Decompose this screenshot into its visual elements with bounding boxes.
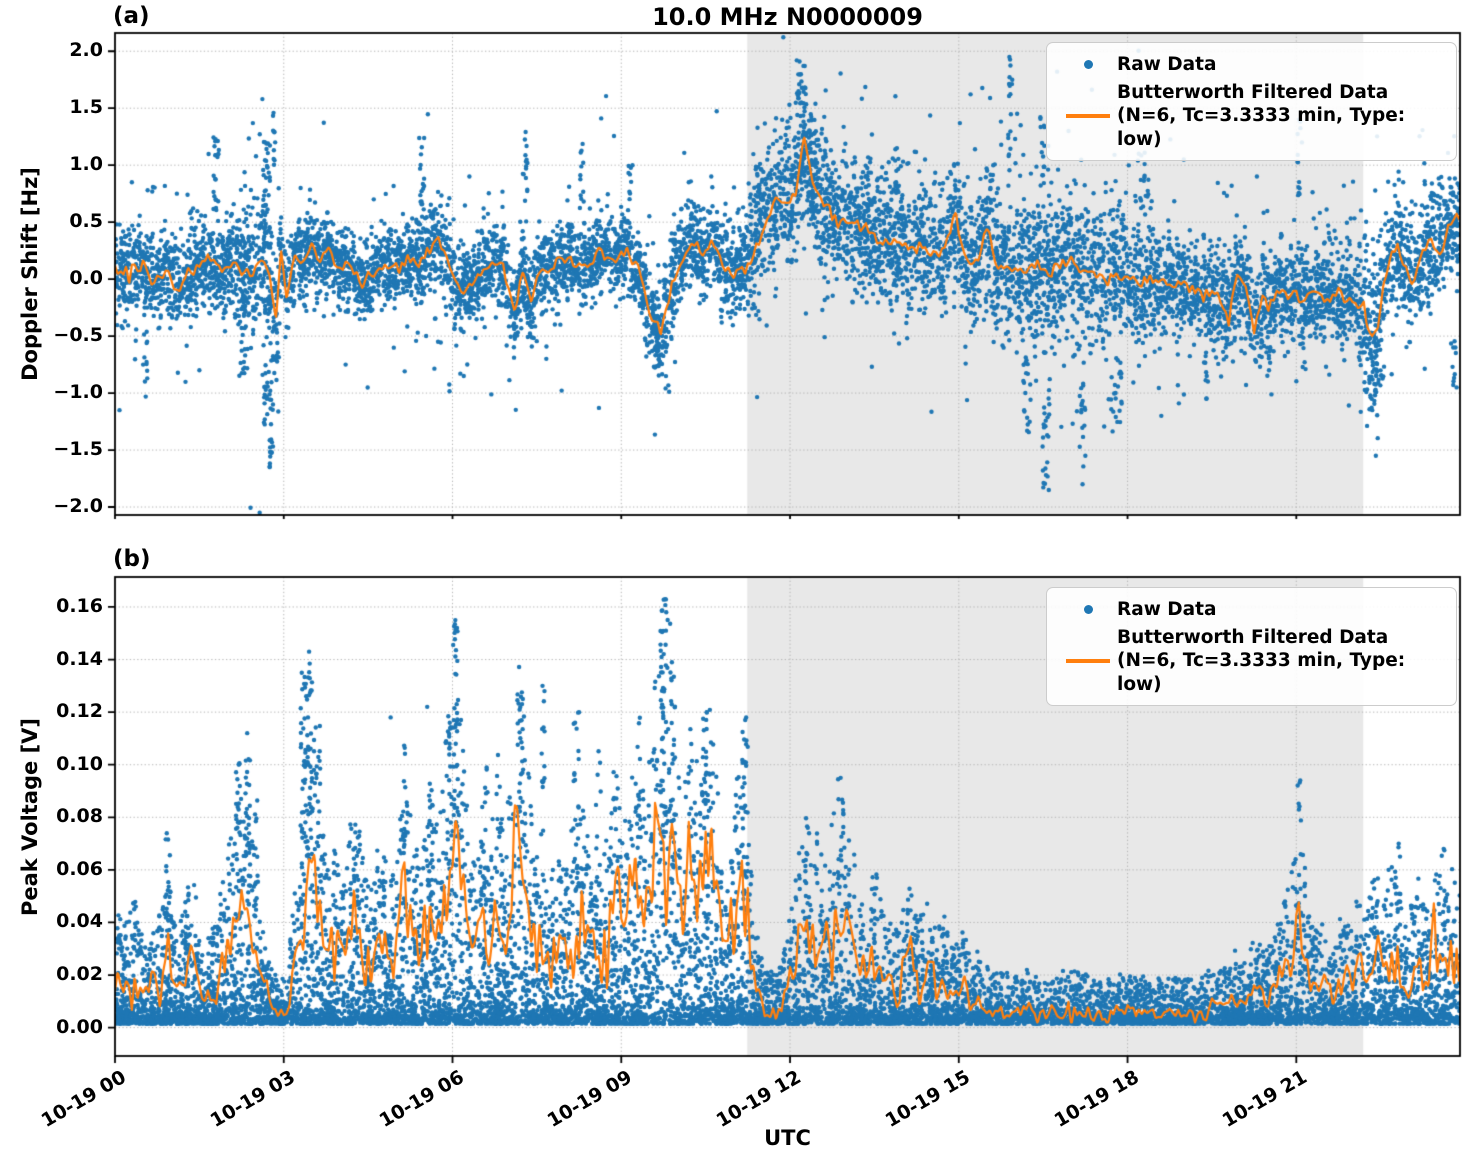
legend-filtered-label-line2: (N=6, Tc=3.3333 min, Type: low) [1117,105,1406,151]
legend-raw-row: Raw Data [1059,53,1444,77]
x-axis-label: UTC [764,1126,811,1150]
panel-b-label: (b) [113,546,151,572]
legend-filtered-label-line2: (N=6, Tc=3.3333 min, Type: low) [1117,650,1406,696]
panel-a-ylabel: Doppler Shift [Hz] [18,167,42,381]
legend-filtered-row: Butterworth Filtered Data (N=6, Tc=3.333… [1059,626,1444,697]
legend-raw-label: Raw Data [1117,54,1217,75]
raw-data-marker-icon [1059,60,1117,70]
panel-b-legend: Raw Data Butterworth Filtered Data (N=6,… [1046,587,1457,706]
figure-title: 10.0 MHz N0000009 [652,3,923,31]
panel-b-ylabel: Peak Voltage [V] [18,717,42,917]
legend-raw-row: Raw Data [1059,598,1444,622]
panel-a-label: (a) [113,3,150,29]
legend-filtered-row: Butterworth Filtered Data (N=6, Tc=3.333… [1059,81,1444,152]
panel-a-legend: Raw Data Butterworth Filtered Data (N=6,… [1046,42,1457,161]
raw-data-marker-icon [1059,605,1117,615]
legend-raw-label: Raw Data [1117,599,1217,620]
legend-filtered-label-line1: Butterworth Filtered Data [1117,81,1389,103]
legend-filtered-label-line1: Butterworth Filtered Data [1117,626,1389,648]
filtered-line-marker-icon [1059,659,1117,663]
filtered-line-marker-icon [1059,114,1117,118]
